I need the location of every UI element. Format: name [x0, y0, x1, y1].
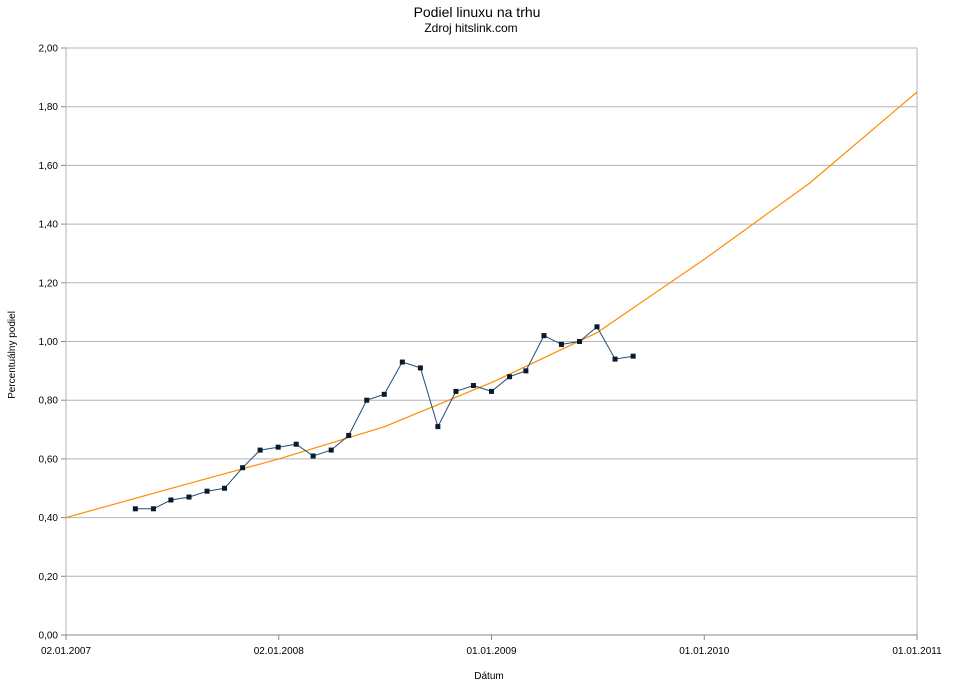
- y-tick-label: 0,60: [39, 454, 59, 465]
- y-tick-label: 2,00: [39, 44, 59, 55]
- data-point: [346, 432, 352, 438]
- x-axis-title: Dátum: [474, 671, 503, 682]
- data-point: [435, 424, 441, 430]
- y-tick-label: 0,40: [39, 513, 59, 524]
- data-point: [630, 353, 636, 359]
- data-point: [310, 453, 316, 459]
- chart-title: Podiel linuxu na trhu: [414, 4, 541, 20]
- data-series-group: [132, 324, 636, 512]
- data-point: [132, 506, 138, 512]
- data-point: [381, 391, 387, 397]
- data-point: [558, 341, 564, 347]
- data-point: [168, 497, 174, 503]
- data-point: [541, 333, 547, 339]
- y-axis-title: Percentuálny podiel: [7, 311, 18, 399]
- x-tick-label: 01.01.2009: [466, 646, 516, 657]
- data-point: [364, 397, 370, 403]
- data-point: [204, 488, 210, 494]
- y-tick-label: 1,40: [39, 220, 59, 231]
- x-tick-label: 01.01.2010: [679, 646, 729, 657]
- data-point: [257, 447, 263, 453]
- data-point: [186, 494, 192, 500]
- data-point: [399, 359, 405, 365]
- axes: [61, 47, 918, 640]
- gridlines: [66, 47, 917, 636]
- data-point: [328, 447, 334, 453]
- data-point: [523, 368, 529, 374]
- data-point: [222, 485, 228, 491]
- data-point: [612, 356, 618, 362]
- data-point: [577, 339, 583, 344]
- chart-subtitle: Zdroj hitslink.com: [424, 21, 517, 35]
- y-tick-label: 1,60: [39, 161, 59, 172]
- x-tick-label: 02.01.2008: [254, 646, 304, 657]
- trend-line-group: [65, 91, 918, 519]
- data-point: [470, 383, 476, 389]
- data-point: [275, 444, 281, 450]
- data-point: [489, 388, 494, 394]
- data-point: [417, 365, 423, 371]
- x-tick-label: 01.01.2011: [892, 646, 942, 657]
- y-tick-label: 0,00: [39, 631, 59, 642]
- data-point: [507, 374, 513, 380]
- data-point: [293, 441, 299, 447]
- data-point: [453, 388, 459, 394]
- x-tick-label: 02.01.2007: [41, 646, 91, 657]
- y-tick-labels: 0,00 0,20 0,40 0,60 0,80 1,00 1,20 1,40 1,60 1,80…: [39, 44, 59, 642]
- data-point: [594, 324, 600, 330]
- y-tick-label: 0,80: [39, 396, 59, 407]
- trend-line: [65, 91, 918, 519]
- y-tick-label: 1,20: [39, 278, 59, 289]
- x-tick-labels: 02.01.2007 02.01.2008 01.01.2009 01.01.2010…: [41, 646, 942, 657]
- y-tick-label: 1,80: [39, 102, 59, 113]
- y-tick-label: 1,00: [39, 337, 59, 348]
- y-tick-label: 0,20: [39, 572, 59, 583]
- data-point: [240, 465, 246, 471]
- data-point: [150, 506, 156, 512]
